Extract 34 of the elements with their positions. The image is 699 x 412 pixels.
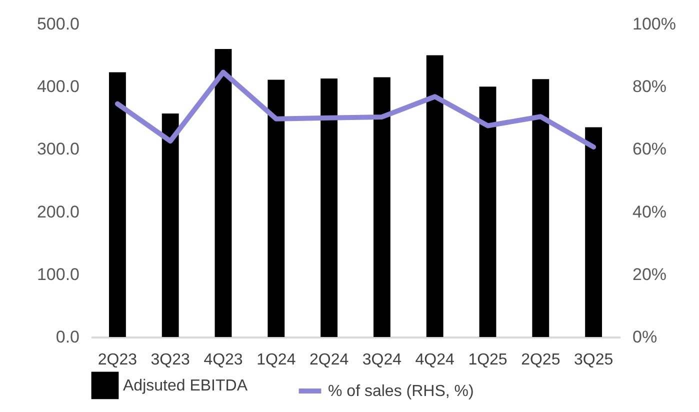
- y-tick-label: 200.0: [36, 202, 80, 222]
- x-tick-label: 2Q24: [309, 352, 349, 368]
- legend-label: % of sales (RHS, %): [328, 383, 474, 400]
- bar: [268, 80, 285, 337]
- x-tick-label: 4Q23: [204, 352, 243, 368]
- x-tick-label: 2Q25: [521, 352, 560, 368]
- y2-tick-label: 100%: [632, 14, 676, 34]
- bar: [479, 86, 496, 337]
- x-tick-label: 1Q24: [256, 352, 296, 368]
- x-tick-label: 1Q25: [468, 352, 508, 368]
- bar: [214, 49, 232, 337]
- y-tick-label: 0.0: [56, 328, 80, 346]
- y2-tick-label: 40%: [632, 202, 667, 222]
- y2-tick-label: 20%: [632, 264, 667, 284]
- x-tick-label: 3Q23: [150, 352, 190, 368]
- x-tick-label: 4Q24: [415, 352, 455, 368]
- bar: [373, 77, 390, 337]
- x-tick-label: 3Q25: [574, 352, 614, 368]
- y-tick-label: 300.0: [36, 140, 80, 159]
- y-tick-label: 100.0: [36, 264, 80, 284]
- bar: [162, 114, 179, 337]
- bar: [585, 127, 602, 337]
- x-tick-label: 3Q24: [362, 352, 402, 368]
- bar: [532, 79, 550, 337]
- x-tick-label: 2Q23: [98, 352, 138, 368]
- y2-tick-label: 80%: [632, 77, 667, 96]
- bar: [320, 78, 338, 337]
- y-tick-label: 400.0: [36, 77, 80, 96]
- y-tick-label: 500.0: [36, 14, 80, 34]
- bar: [108, 72, 126, 337]
- y2-tick-label: 0%: [632, 328, 658, 346]
- bar: [426, 55, 444, 337]
- legend-label: Adjsuted EBITDA: [123, 377, 248, 394]
- y2-tick-label: 60%: [632, 140, 667, 159]
